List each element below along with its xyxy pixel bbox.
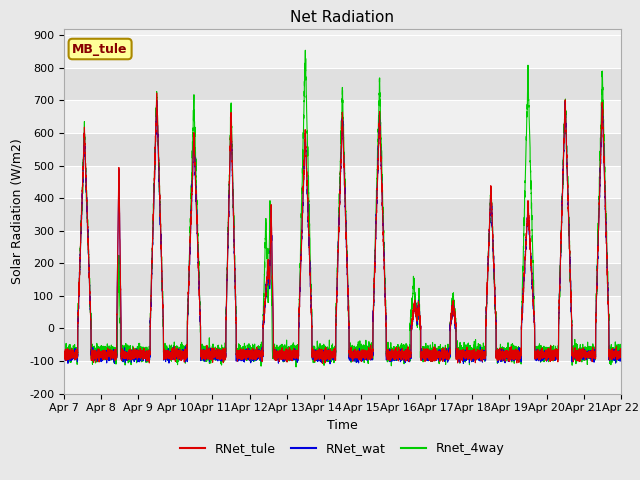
RNet_tule — [324, 354, 332, 360]
RNet_wat — [326, 361, 334, 367]
RNet_wat — [60, 353, 68, 359]
RNet_wat — [250, 350, 257, 356]
RNet_tule — [60, 347, 68, 353]
Rnet_4way — [587, 346, 595, 351]
Title: Net Radiation: Net Radiation — [291, 10, 394, 25]
Rnet_4way — [60, 351, 68, 357]
RNet_wat — [594, 266, 602, 272]
Bar — [64, 231, 621, 264]
RNet_wat — [483, 295, 491, 300]
RNet_tule — [153, 90, 161, 96]
RNet_wat — [587, 352, 595, 358]
Rnet_4way — [301, 48, 309, 53]
Bar — [64, 296, 621, 328]
Y-axis label: Solar Radiation (W/m2): Solar Radiation (W/m2) — [11, 138, 24, 284]
RNet_tule — [467, 351, 475, 357]
Bar — [64, 100, 621, 133]
Rnet_4way — [483, 297, 491, 303]
Rnet_4way — [292, 364, 300, 370]
RNet_tule — [617, 349, 625, 355]
Line: RNet_wat: RNet_wat — [64, 101, 621, 364]
Text: MB_tule: MB_tule — [72, 43, 128, 56]
Legend: RNet_tule, RNet_wat, Rnet_4way: RNet_tule, RNet_wat, Rnet_4way — [175, 437, 509, 460]
Bar — [64, 361, 621, 394]
Rnet_4way — [594, 261, 602, 267]
Rnet_4way — [617, 351, 625, 357]
Bar — [64, 166, 621, 198]
RNet_tule — [483, 293, 491, 299]
RNet_wat — [324, 354, 332, 360]
Bar — [64, 133, 621, 166]
Bar — [64, 68, 621, 100]
Bar — [64, 198, 621, 231]
Line: RNet_tule: RNet_tule — [64, 93, 621, 363]
RNet_wat — [617, 351, 625, 357]
Bar — [64, 264, 621, 296]
RNet_tule — [594, 264, 602, 269]
X-axis label: Time: Time — [327, 419, 358, 432]
RNet_tule — [319, 360, 326, 366]
Rnet_4way — [250, 343, 257, 349]
RNet_wat — [467, 355, 475, 360]
Bar — [64, 328, 621, 361]
RNet_wat — [153, 98, 161, 104]
Line: Rnet_4way: Rnet_4way — [64, 50, 621, 367]
Bar — [64, 36, 621, 68]
RNet_tule — [250, 350, 257, 356]
Rnet_4way — [324, 349, 332, 355]
RNet_tule — [587, 349, 595, 355]
Rnet_4way — [467, 353, 475, 359]
